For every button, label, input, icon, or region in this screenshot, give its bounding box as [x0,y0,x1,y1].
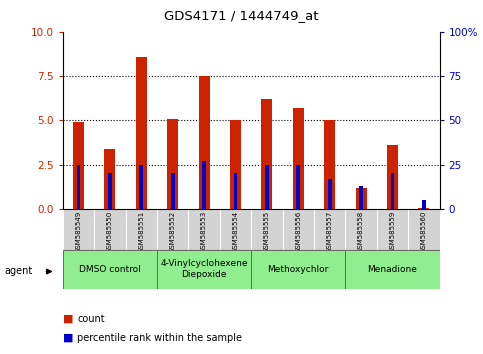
Bar [199,76,210,209]
Text: DMSO control: DMSO control [79,264,141,274]
Bar [140,165,143,209]
Text: Menadione: Menadione [368,264,417,274]
Bar [94,209,126,250]
Bar [63,250,157,289]
Bar [108,173,112,209]
Text: GDS4171 / 1444749_at: GDS4171 / 1444749_at [164,9,319,22]
Bar [136,57,147,209]
Text: GSM585560: GSM585560 [421,211,427,253]
Bar [283,209,314,250]
Text: ■: ■ [63,314,73,324]
Bar [345,250,440,289]
Bar [422,200,426,209]
Bar [77,165,80,209]
Text: GSM585550: GSM585550 [107,211,113,253]
Bar [408,209,440,250]
Bar [202,161,206,209]
Bar [418,208,429,209]
Bar [126,209,157,250]
Text: agent: agent [5,266,33,276]
Text: GSM585551: GSM585551 [138,211,144,253]
Bar [297,165,300,209]
Bar [171,173,174,209]
Text: GSM585559: GSM585559 [389,211,396,253]
Text: GSM585555: GSM585555 [264,211,270,253]
Text: GSM585549: GSM585549 [75,211,82,253]
Text: count: count [77,314,105,324]
Bar [220,209,251,250]
Bar [328,179,331,209]
Bar [324,120,335,209]
Bar [73,122,84,209]
Bar [377,209,408,250]
Bar [157,209,188,250]
Text: GSM585552: GSM585552 [170,211,176,253]
Bar [234,173,237,209]
Bar [345,209,377,250]
Text: 4-Vinylcyclohexene
Diepoxide: 4-Vinylcyclohexene Diepoxide [160,259,248,279]
Bar [265,165,269,209]
Bar [314,209,345,250]
Bar [104,149,115,209]
Bar [359,186,363,209]
Text: GSM585556: GSM585556 [295,211,301,253]
Bar [63,209,94,250]
Bar [251,209,283,250]
Bar [355,188,367,209]
Bar [391,173,394,209]
Text: GSM585553: GSM585553 [201,211,207,253]
Bar [188,209,220,250]
Bar [167,119,178,209]
Bar [230,120,241,209]
Text: ■: ■ [63,333,73,343]
Text: percentile rank within the sample: percentile rank within the sample [77,333,242,343]
Text: GSM585557: GSM585557 [327,211,333,253]
Bar [261,99,272,209]
Bar [157,250,251,289]
Text: Methoxychlor: Methoxychlor [268,264,329,274]
Text: GSM585558: GSM585558 [358,211,364,253]
Text: GSM585554: GSM585554 [232,211,239,253]
Bar [387,145,398,209]
Bar [293,108,304,209]
Bar [251,250,345,289]
